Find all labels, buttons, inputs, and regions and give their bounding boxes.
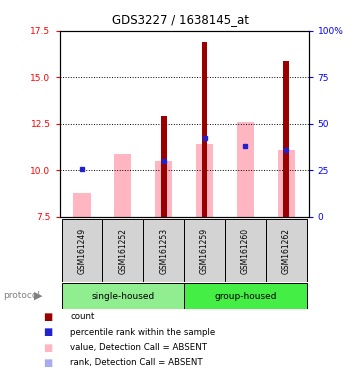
Bar xyxy=(161,116,166,217)
Text: GSM161252: GSM161252 xyxy=(118,228,127,273)
Bar xyxy=(184,219,225,282)
Text: GSM161253: GSM161253 xyxy=(159,227,168,274)
Bar xyxy=(266,219,306,282)
Text: ▶: ▶ xyxy=(34,291,42,301)
Bar xyxy=(155,161,172,217)
Bar xyxy=(62,283,184,309)
Bar xyxy=(225,219,266,282)
Bar xyxy=(143,219,184,282)
Text: GSM161249: GSM161249 xyxy=(78,227,87,274)
Text: value, Detection Call = ABSENT: value, Detection Call = ABSENT xyxy=(70,343,208,352)
Text: percentile rank within the sample: percentile rank within the sample xyxy=(70,328,216,337)
Text: GSM161262: GSM161262 xyxy=(282,228,291,273)
Text: ■: ■ xyxy=(43,358,53,368)
Text: ■: ■ xyxy=(43,312,53,322)
Bar xyxy=(237,122,254,217)
Bar xyxy=(202,42,207,217)
Bar xyxy=(103,219,143,282)
Text: GSM161260: GSM161260 xyxy=(241,227,250,274)
Bar xyxy=(184,283,306,309)
Bar xyxy=(114,154,131,217)
Bar xyxy=(278,150,295,217)
Bar xyxy=(196,144,213,217)
Text: protocol: protocol xyxy=(4,291,40,300)
Bar xyxy=(283,61,289,217)
Text: count: count xyxy=(70,312,95,321)
Text: GSM161259: GSM161259 xyxy=(200,227,209,274)
Bar xyxy=(73,193,91,217)
Text: GDS3227 / 1638145_at: GDS3227 / 1638145_at xyxy=(112,13,249,26)
Text: rank, Detection Call = ABSENT: rank, Detection Call = ABSENT xyxy=(70,358,203,367)
Bar xyxy=(62,219,103,282)
Text: ■: ■ xyxy=(43,327,53,337)
Text: group-housed: group-housed xyxy=(214,291,277,301)
Text: single-housed: single-housed xyxy=(91,291,155,301)
Text: ■: ■ xyxy=(43,343,53,353)
